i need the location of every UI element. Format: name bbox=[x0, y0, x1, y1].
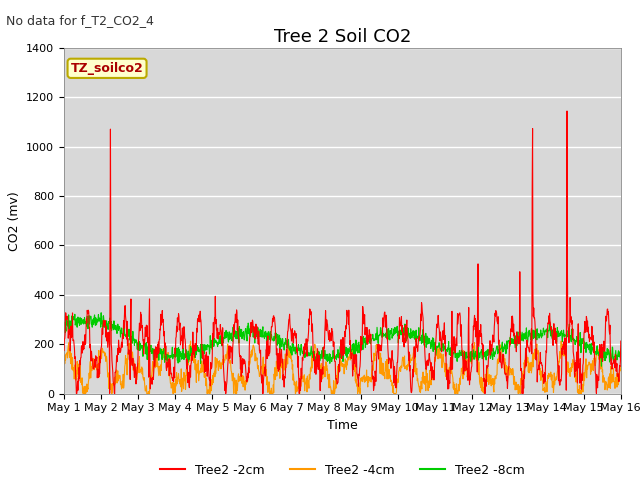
Line: Tree2 -4cm: Tree2 -4cm bbox=[64, 341, 621, 394]
Tree2 -4cm bbox=[502, 363, 510, 369]
Tree2 -8cm bbox=[429, 348, 437, 354]
Tree2 -4cm bbox=[552, 377, 559, 383]
Tree2 -8cm bbox=[598, 363, 605, 369]
Tree2 -4cm bbox=[79, 391, 87, 396]
Tree2 -4cm bbox=[187, 338, 195, 344]
Tree2 -2cm bbox=[563, 108, 571, 114]
Tree2 -2cm bbox=[246, 332, 254, 338]
Tree2 -8cm bbox=[171, 349, 179, 355]
Tree2 -8cm bbox=[502, 351, 509, 357]
Tree2 -8cm bbox=[246, 324, 254, 329]
Title: Tree 2 Soil CO2: Tree 2 Soil CO2 bbox=[274, 28, 411, 47]
Tree2 -8cm bbox=[60, 327, 68, 333]
Text: No data for f_T2_CO2_4: No data for f_T2_CO2_4 bbox=[6, 14, 154, 27]
Tree2 -8cm bbox=[184, 348, 192, 354]
Tree2 -4cm bbox=[429, 373, 437, 379]
Tree2 -4cm bbox=[247, 354, 255, 360]
Tree2 -4cm bbox=[617, 363, 625, 369]
Tree2 -8cm bbox=[617, 346, 625, 352]
Line: Tree2 -8cm: Tree2 -8cm bbox=[64, 313, 621, 366]
Tree2 -2cm bbox=[551, 329, 559, 335]
Tree2 -8cm bbox=[551, 327, 559, 333]
Tree2 -2cm bbox=[184, 377, 192, 383]
Text: TZ_soilco2: TZ_soilco2 bbox=[70, 62, 143, 75]
Tree2 -4cm bbox=[60, 361, 68, 367]
Y-axis label: CO2 (mv): CO2 (mv) bbox=[8, 191, 20, 251]
Tree2 -2cm bbox=[502, 370, 509, 376]
Tree2 -2cm bbox=[429, 375, 437, 381]
Tree2 -8cm bbox=[97, 310, 105, 316]
Tree2 -2cm bbox=[72, 391, 80, 396]
Line: Tree2 -2cm: Tree2 -2cm bbox=[64, 111, 621, 394]
Tree2 -2cm bbox=[617, 338, 625, 344]
Tree2 -4cm bbox=[184, 362, 192, 368]
Tree2 -2cm bbox=[171, 375, 179, 381]
Tree2 -2cm bbox=[60, 348, 68, 353]
Legend: Tree2 -2cm, Tree2 -4cm, Tree2 -8cm: Tree2 -2cm, Tree2 -4cm, Tree2 -8cm bbox=[156, 458, 529, 480]
X-axis label: Time: Time bbox=[327, 419, 358, 432]
Tree2 -4cm bbox=[171, 381, 179, 386]
